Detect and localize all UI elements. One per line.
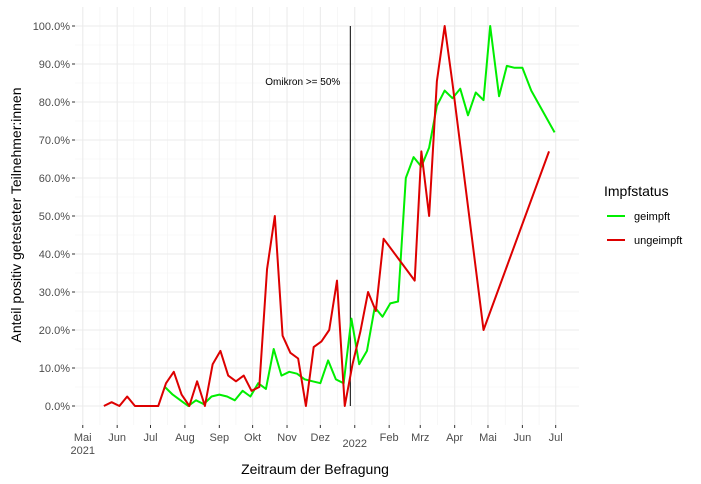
x-tick-label: Mai xyxy=(74,432,92,444)
y-tick-label: 20.0% xyxy=(39,325,70,337)
x-tick-label: Jun xyxy=(108,432,126,444)
x-tick-label: Feb xyxy=(380,432,399,444)
x-tick-label: Sep xyxy=(210,432,230,444)
x-tick-label: Jul xyxy=(549,432,563,444)
x-tick-label: Mai xyxy=(479,432,497,444)
series-line-ungeimpft xyxy=(103,25,550,407)
x-tick-label: Jul xyxy=(143,432,157,444)
x-tick-label: Apr xyxy=(446,432,463,444)
legend-title: Impfstatus xyxy=(604,183,669,199)
y-tick-label: 30.0% xyxy=(39,287,70,299)
omikron-marker: Omikron >= 50% xyxy=(265,26,351,406)
omikron-label: Omikron >= 50% xyxy=(265,77,340,88)
x-tick-year-label: 2021 xyxy=(71,445,95,457)
x-tick-label: Okt xyxy=(244,432,261,444)
x-tick-label: Aug xyxy=(175,432,195,444)
y-tick-label: 50.0% xyxy=(39,211,70,223)
y-tick-label: 40.0% xyxy=(39,249,70,261)
x-tick-label: Mrz xyxy=(411,432,429,444)
x-axis-title: Zeitraum der Befragung xyxy=(241,461,389,477)
series-lines xyxy=(103,25,556,407)
grid xyxy=(75,7,579,425)
x-tick-label: Dez xyxy=(311,432,331,444)
x-tick-year-label: 2022 xyxy=(343,438,367,450)
y-tick-label: 60.0% xyxy=(39,173,70,185)
legend: Impfstatus geimpft ungeimpft xyxy=(604,183,682,247)
y-tick-label: 100.0% xyxy=(33,21,71,33)
y-axis-title: Anteil positiv getesteter Teilnehmer:inn… xyxy=(8,87,24,342)
y-tick-label: 70.0% xyxy=(39,135,70,147)
y-tick-label: 10.0% xyxy=(39,363,70,375)
x-tick-label: Nov xyxy=(277,432,297,444)
y-tick-label: 80.0% xyxy=(39,97,70,109)
x-tick-label: Jun xyxy=(514,432,532,444)
legend-label-ungeimpft: ungeimpft xyxy=(634,235,682,247)
series-line-geimpft xyxy=(164,25,556,407)
legend-label-geimpft: geimpft xyxy=(634,211,670,223)
y-tick-label: 0.0% xyxy=(45,401,70,413)
y-axis: 0.0% 10.0% 20.0% 30.0% 40.0% 50.0% 60.0% 70.0% 8… xyxy=(33,21,75,413)
y-tick-label: 90.0% xyxy=(39,59,70,71)
